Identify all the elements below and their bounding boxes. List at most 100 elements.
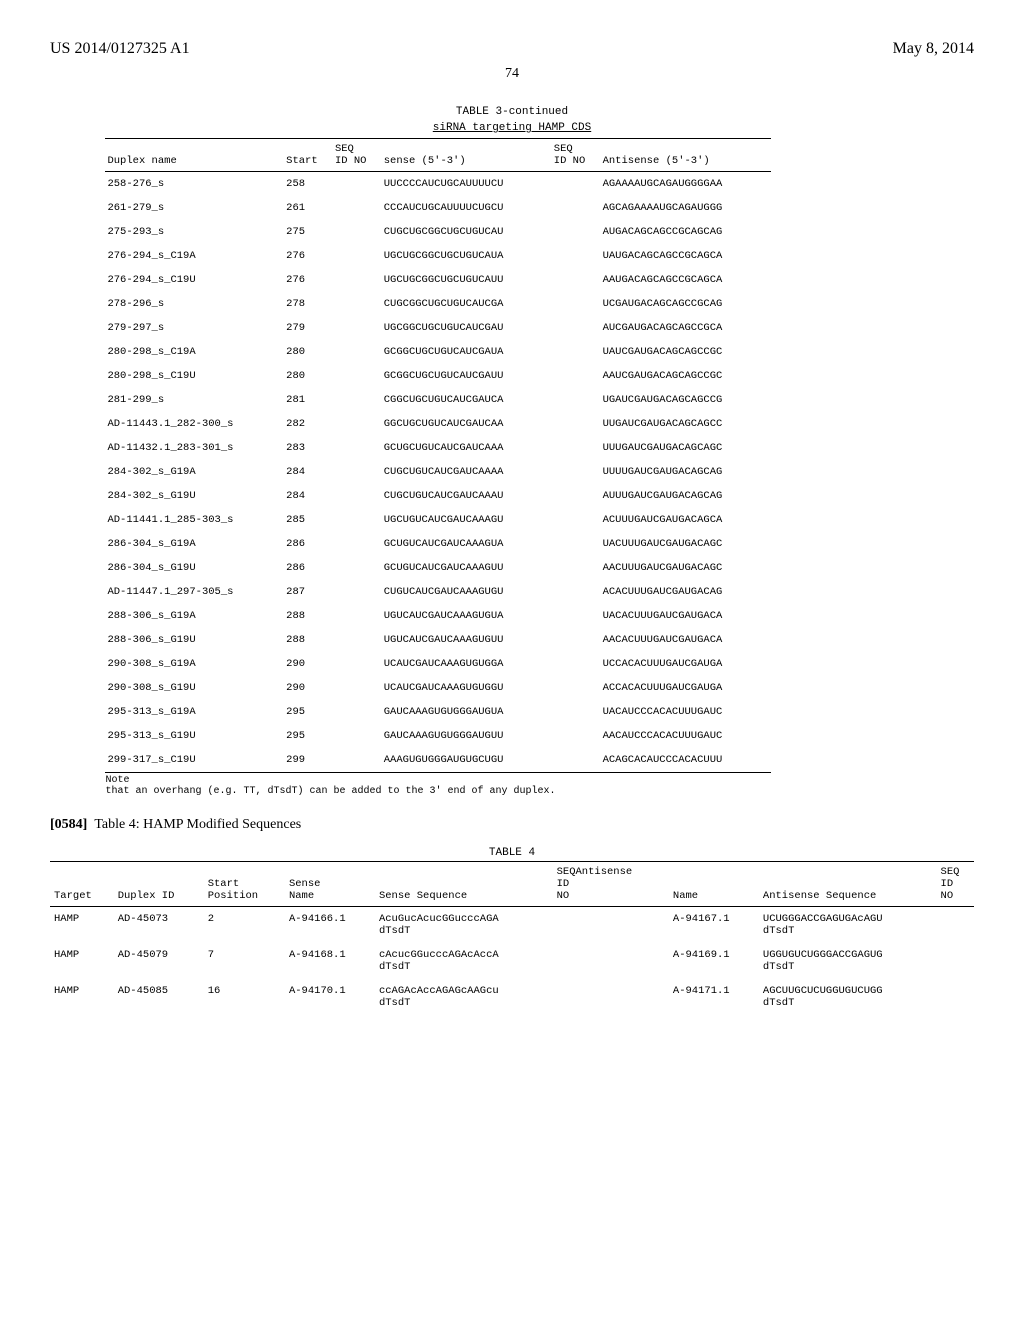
table-row: 295-313_s_G19U295GAUCAAAGUGUGGGAUGUUAACA…: [105, 724, 770, 748]
cell-seqanti: [553, 979, 669, 1015]
cell-anti: UACUUUGAUCGAUGACAGC: [601, 532, 771, 556]
cell-sense: UGCUGCGGCUGCUGUCAUU: [382, 268, 552, 292]
cell-seqid-sense: [333, 316, 382, 340]
cell-seqanti: [553, 943, 669, 979]
cell-seqid-sense: [333, 604, 382, 628]
col-sense: sense (5'-3'): [382, 139, 552, 172]
table-row: 279-297_s279UGCGGCUGCUGUCAUCGAUAUCGAUGAC…: [105, 316, 770, 340]
cell-start: 284: [284, 460, 333, 484]
cell-duplex: 295-313_s_G19U: [105, 724, 284, 748]
cell-sense: GGCUGCUGUCAUCGAUCAA: [382, 412, 552, 436]
cell-seqid-anti: [552, 268, 601, 292]
page-header: US 2014/0127325 A1 May 8, 2014: [50, 40, 974, 58]
cell-start: 299: [284, 748, 333, 773]
cell-start: 288: [284, 604, 333, 628]
cell-start: 276: [284, 268, 333, 292]
cell-sense: UGCGGCUGCUGUCAUCGAU: [382, 316, 552, 340]
table-row: 288-306_s_G19U288UGUCAUCGAUCAAAGUGUUAACA…: [105, 628, 770, 652]
cell-start: 286: [284, 532, 333, 556]
cell-start: 290: [284, 652, 333, 676]
cell-duplex: 288-306_s_G19A: [105, 604, 284, 628]
cell-start: 258: [284, 172, 333, 197]
cell-seqanti: [553, 907, 669, 944]
table-row: 295-313_s_G19A295GAUCAAAGUGUGGGAUGUAUACA…: [105, 700, 770, 724]
cell-seqid-anti: [552, 364, 601, 388]
cell-sense: CUGCUGUCAUCGAUCAAAA: [382, 460, 552, 484]
t4-col-sensename: SenseName: [285, 862, 375, 907]
t4-col-target: Target: [50, 862, 114, 907]
cell-start: 290: [284, 676, 333, 700]
cell-sensename: A-94166.1: [285, 907, 375, 944]
table3: Duplex name Start SEQID NO sense (5'-3')…: [105, 138, 770, 773]
table-row: 276-294_s_C19A276UGCUGCGGCUGCUGUCAUAUAUG…: [105, 244, 770, 268]
cell-start: 288: [284, 628, 333, 652]
cell-antiseq: AGCUUGCUCUGGUGUCUGGdTsdT: [759, 979, 937, 1015]
col-start: Start: [284, 139, 333, 172]
cell-target: HAMP: [50, 943, 114, 979]
cell-duplex: 295-313_s_G19A: [105, 700, 284, 724]
cell-duplex: 284-302_s_G19A: [105, 460, 284, 484]
t4-col-startpos: StartPosition: [204, 862, 285, 907]
cell-antiname: A-94167.1: [669, 907, 759, 944]
cell-duplex: 280-298_s_C19U: [105, 364, 284, 388]
cell-seqid-anti: [552, 628, 601, 652]
cell-duplex: 275-293_s: [105, 220, 284, 244]
cell-start: 280: [284, 364, 333, 388]
cell-seqid-sense: [333, 196, 382, 220]
cell-sensename: A-94170.1: [285, 979, 375, 1015]
cell-anti: AACAUCCCACACUUUGAUC: [601, 724, 771, 748]
cell-seqid-sense: [333, 292, 382, 316]
table-row: 286-304_s_G19A286GCUGUCAUCGAUCAAAGUAUACU…: [105, 532, 770, 556]
cell-anti: UCGAUGACAGCAGCCGCAG: [601, 292, 771, 316]
para-text: Table 4: HAMP Modified Sequences: [94, 817, 301, 832]
cell-seqid-sense: [333, 556, 382, 580]
cell-anti: AACUUUGAUCGAUGACAGC: [601, 556, 771, 580]
cell-anti: AAUCGAUGACAGCAGCCGC: [601, 364, 771, 388]
cell-anti: UUUGAUCGAUGACAGCAGC: [601, 436, 771, 460]
cell-sense: UGCUGCGGCUGCUGUCAUA: [382, 244, 552, 268]
cell-duplex: 276-294_s_C19U: [105, 268, 284, 292]
cell-seqid-sense: [333, 436, 382, 460]
cell-seqid-sense: [333, 244, 382, 268]
cell-duplex: 299-317_s_C19U: [105, 748, 284, 773]
table-row: 258-276_s258UUCCCCAUCUGCAUUUUCUAGAAAAUGC…: [105, 172, 770, 197]
table-row: HAMPAD-4508516A-94170.1ccAGAcAccAGAGcAAG…: [50, 979, 974, 1015]
cell-seqid-sense: [333, 532, 382, 556]
cell-target: HAMP: [50, 907, 114, 944]
cell-duplex: 279-297_s: [105, 316, 284, 340]
cell-sense: CUGCGGCUGCUGUCAUCGA: [382, 292, 552, 316]
cell-seqid-anti: [552, 652, 601, 676]
cell-antiseq: UCUGGGACCGAGUGAcAGUdTsdT: [759, 907, 937, 944]
cell-sense: UGUCAUCGAUCAAAGUGUU: [382, 628, 552, 652]
table-row: 261-279_s261CCCAUCUGCAUUUUCUGCUAGCAGAAAA…: [105, 196, 770, 220]
cell-sense: UGCUGUCAUCGAUCAAAGU: [382, 508, 552, 532]
cell-seqid-anti: [552, 724, 601, 748]
table4: Target Duplex ID StartPosition SenseName…: [50, 861, 974, 1015]
table-row: 286-304_s_G19U286GCUGUCAUCGAUCAAAGUUAACU…: [105, 556, 770, 580]
paragraph-0584: [0584] Table 4: HAMP Modified Sequences: [50, 817, 974, 833]
cell-sense: UUCCCCAUCUGCAUUUUCU: [382, 172, 552, 197]
cell-duplex: 280-298_s_C19A: [105, 340, 284, 364]
cell-duplex: AD-11443.1_282-300_s: [105, 412, 284, 436]
cell-sense: GCUGCUGUCAUCGAUCAAA: [382, 436, 552, 460]
cell-anti: AUCGAUGACAGCAGCCGCA: [601, 316, 771, 340]
cell-duplex: AD-45079: [114, 943, 204, 979]
cell-seqid-sense: [333, 460, 382, 484]
para-number: [0584]: [50, 817, 87, 832]
cell-seqid-anti: [552, 580, 601, 604]
publication-date: May 8, 2014: [893, 40, 974, 58]
cell-startpos: 7: [204, 943, 285, 979]
cell-anti: UUGAUCGAUGACAGCAGCC: [601, 412, 771, 436]
cell-seqid-anti: [552, 292, 601, 316]
cell-duplex: 290-308_s_G19A: [105, 652, 284, 676]
cell-duplex: 276-294_s_C19A: [105, 244, 284, 268]
cell-seqid-sense: [333, 172, 382, 197]
table-row: 299-317_s_C19U299AAAGUGUGGGAUGUGCUGUACAG…: [105, 748, 770, 773]
cell-seqid-anti: [552, 244, 601, 268]
table-row: 280-298_s_C19A280GCGGCUGCUGUCAUCGAUAUAUC…: [105, 340, 770, 364]
cell-seqid: [937, 943, 974, 979]
t4-col-antiseq: Antisense Sequence: [759, 862, 937, 907]
cell-sense: CUGUCAUCGAUCAAAGUGU: [382, 580, 552, 604]
cell-duplex: 286-304_s_G19A: [105, 532, 284, 556]
table-row: AD-11447.1_297-305_s287CUGUCAUCGAUCAAAGU…: [105, 580, 770, 604]
